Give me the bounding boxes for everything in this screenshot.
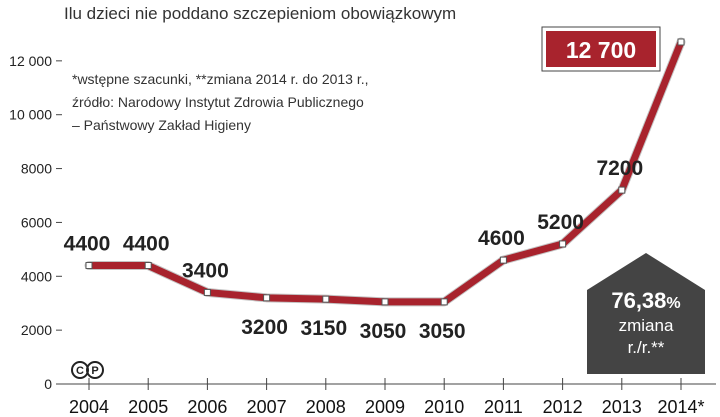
data-point [499,256,507,264]
y-tick-label: 8000 [21,161,52,177]
cc-letter-c: C [76,365,84,377]
x-tick-label: 2012 [543,397,583,417]
data-point [618,186,626,194]
highlight-data-label: 12 700 [566,37,636,63]
x-tick-label: 2006 [187,397,227,417]
data-point [203,288,211,296]
data-label: 3150 [300,317,347,340]
highlight-label-box [546,31,656,67]
y-tick-label: 10 000 [9,107,52,123]
source-note-line: – Państwowy Zakład Higieny [72,117,251,133]
data-label: 3050 [419,320,466,343]
chart-title: Ilu dzieci nie poddano szczepieniom obow… [64,4,456,23]
data-label: 4600 [478,227,525,250]
cc-letter-p: P [91,365,98,377]
series-line [84,37,686,307]
x-tick-label: 2010 [424,397,464,417]
x-tick-label: 2005 [128,397,168,417]
data-label: 3200 [241,316,288,339]
x-tick-label: 2004 [69,397,109,417]
y-tick-label: 6000 [21,214,52,230]
y-tick-label: 2000 [21,322,52,338]
data-label: 5200 [537,211,584,234]
x-tick-label: 2013 [602,397,642,417]
source-note-line: *wstępne szacunki, **zmiana 2014 r. do 2… [72,71,369,87]
data-point [85,262,93,270]
data-point [263,294,271,302]
data-label: 4400 [123,233,170,256]
x-tick-label: 2007 [247,397,287,417]
data-point [559,240,567,248]
data-point [144,262,152,270]
cc-circle-p [86,361,104,379]
x-tick-label: 2014* [657,397,704,417]
badge-value: 76,38% [611,288,680,313]
change-badge: 76,38% zmiana r./r.** [587,253,705,374]
data-label: 7200 [596,157,643,180]
y-tick-label: 12 000 [9,53,52,69]
data-point [677,38,685,46]
x-tick-label: 2011 [484,397,523,417]
badge-shape [587,253,705,374]
source-notes: *wstępne szacunki, **zmiana 2014 r. do 2… [72,71,369,133]
data-labels: 4400 4400 3400 3200 3150 3050 3050 4600 5200 7200… [64,26,661,343]
x-axis: 2004 2005 2006 2007 2008 2009 2010 2011 2012 2013… [56,378,716,417]
data-point [381,298,389,306]
y-tick-label: 0 [44,376,52,392]
source-note-line: źródło: Narodowy Instytut Zdrowia Public… [72,94,364,110]
badge-line2: r./r.** [628,338,665,357]
badge-line1: zmiana [619,316,674,335]
data-point [440,298,448,306]
data-label: 3400 [182,259,229,282]
data-label: 4400 [64,233,111,256]
data-point [322,295,330,303]
y-axis: 0 2000 4000 6000 8000 10 000 12 000 [9,53,62,392]
x-tick-label: 2008 [306,397,346,417]
x-tick-label: 2009 [365,397,405,417]
data-label: 3050 [360,320,407,343]
y-tick-label: 4000 [21,268,52,284]
